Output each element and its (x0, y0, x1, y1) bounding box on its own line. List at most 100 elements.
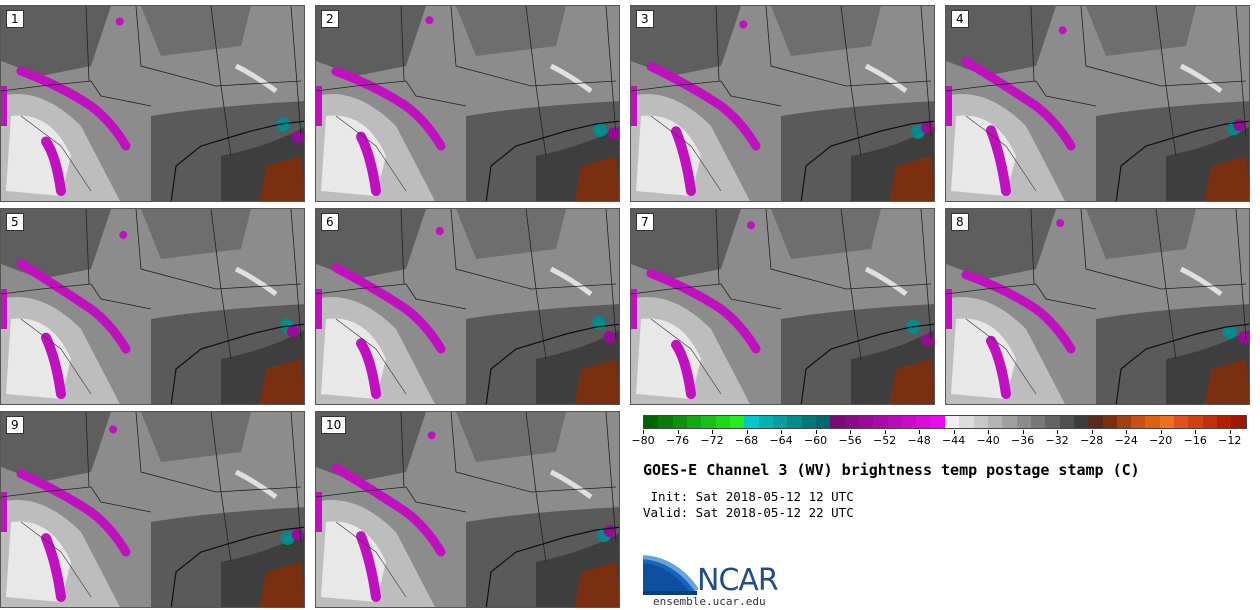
map-image (1, 6, 304, 201)
colorbar-swatch (658, 416, 673, 428)
colorbar-swatch (959, 416, 974, 428)
member-panel-4: 4 (945, 5, 1250, 202)
logo-text: NCAR (697, 563, 779, 598)
colorbar-tick-label: −52 (872, 434, 897, 447)
colorbar-tick (850, 430, 852, 434)
colorbar-tick (781, 430, 783, 434)
map-image (316, 209, 619, 404)
colorbar-tick (643, 430, 644, 434)
member-panel-6: 6 (315, 208, 620, 405)
colorbar-tick-label: −60 (803, 434, 828, 447)
colorbar-tick-label: −40 (976, 434, 1000, 447)
member-panel-10: 10 (315, 411, 620, 608)
colorbar-swatch (1016, 416, 1031, 428)
colorbar-swatch (715, 416, 730, 428)
ncar-logo-icon (643, 555, 699, 595)
map-image (1, 412, 304, 607)
member-label: 10 (321, 416, 347, 434)
colorbar-swatch (1188, 416, 1203, 428)
init-time: Init: Sat 2018-05-12 12 UTC (643, 489, 854, 504)
member-label: 1 (6, 10, 24, 28)
colorbar-swatch (1145, 416, 1160, 428)
colorbar-swatch (772, 416, 788, 428)
colorbar-swatch (1059, 416, 1074, 428)
colorbar-swatch (801, 416, 816, 428)
member-label: 3 (636, 10, 654, 28)
colorbar-swatch (944, 416, 960, 428)
colorbar-tick (712, 430, 714, 434)
colorbar-tick (746, 430, 748, 434)
colorbar-tick-label: −76 (665, 434, 690, 447)
colorbar-swatch (744, 416, 759, 428)
map-image (1, 209, 304, 404)
colorbar-swatch (1202, 416, 1218, 428)
colorbar-tick-label: −24 (1114, 434, 1138, 447)
colorbar-tick-label: −80 (631, 434, 655, 447)
ncar-logo (643, 553, 793, 597)
colorbar-swatch (1088, 416, 1103, 428)
colorbar-tick (1057, 430, 1059, 434)
colorbar-swatch (1030, 416, 1046, 428)
member-label: 5 (6, 213, 24, 231)
colorbar-tick (953, 430, 955, 434)
colorbar-swatch (858, 416, 874, 428)
colorbar-swatch (672, 416, 687, 428)
member-panel-2: 2 (315, 5, 620, 202)
colorbar-swatch (873, 416, 888, 428)
colorbar-tick-label: −28 (1080, 434, 1104, 447)
colorbar (643, 415, 1247, 429)
colorbar-swatch (787, 416, 802, 428)
colorbar-swatch (916, 416, 931, 428)
colorbar-swatch (987, 416, 1003, 428)
member-panel-5: 5 (0, 208, 305, 405)
colorbar-tick (884, 430, 886, 434)
colorbar-swatch (844, 416, 859, 428)
member-label: 4 (951, 10, 969, 28)
map-image (316, 6, 619, 201)
colorbar-tick-label: −20 (1149, 434, 1173, 447)
map-image (946, 209, 1249, 404)
colorbar-swatch (1159, 416, 1175, 428)
colorbar-tick (988, 430, 990, 434)
colorbar-tick-label: −44 (942, 434, 966, 447)
colorbar-swatch (1002, 416, 1017, 428)
member-panel-9: 9 (0, 411, 305, 608)
colorbar-tick (815, 430, 817, 434)
colorbar-tick-label: −64 (769, 434, 793, 447)
member-label: 8 (951, 213, 969, 231)
colorbar-swatch (1102, 416, 1117, 428)
colorbar-tick (919, 430, 921, 434)
colorbar-swatch (1231, 416, 1246, 428)
colorbar-swatch (973, 416, 988, 428)
colorbar-swatch (1045, 416, 1060, 428)
map-image (316, 412, 619, 607)
colorbar-tick (677, 430, 679, 434)
valid-time: Valid: Sat 2018-05-12 22 UTC (643, 505, 854, 520)
colorbar-swatch (1174, 416, 1189, 428)
colorbar-swatch (930, 416, 945, 428)
member-label: 6 (321, 213, 339, 231)
site-url[interactable]: ensemble.ucar.edu (653, 595, 766, 608)
member-label: 2 (321, 10, 339, 28)
colorbar-tick-label: −72 (700, 434, 724, 447)
colorbar-tick (1126, 430, 1128, 434)
member-panel-3: 3 (630, 5, 935, 202)
colorbar-tick-label: −56 (838, 434, 862, 447)
member-panel-8: 8 (945, 208, 1250, 405)
colorbar-tick-label: −12 (1218, 434, 1242, 447)
colorbar-ticks: −80 −76 −72 −68 −64 −60 −56 −52 −48 −44 −40 −36 −32−… (631, 430, 1247, 450)
colorbar-swatch (887, 416, 902, 428)
map-image (631, 6, 934, 201)
colorbar-swatch (815, 416, 831, 428)
colorbar-swatch (686, 416, 702, 428)
colorbar-swatch (758, 416, 773, 428)
colorbar-tick (1022, 430, 1024, 434)
member-label: 9 (6, 416, 24, 434)
colorbar-tick-label: −68 (734, 434, 759, 447)
colorbar-swatch (1131, 416, 1146, 428)
colorbar-swatch (830, 416, 845, 428)
colorbar-tick-label: −36 (1011, 434, 1035, 447)
colorbar-tick-label: −16 (1183, 434, 1207, 447)
colorbar-swatch (701, 416, 716, 428)
colorbar-tick-label: −48 (907, 434, 931, 447)
